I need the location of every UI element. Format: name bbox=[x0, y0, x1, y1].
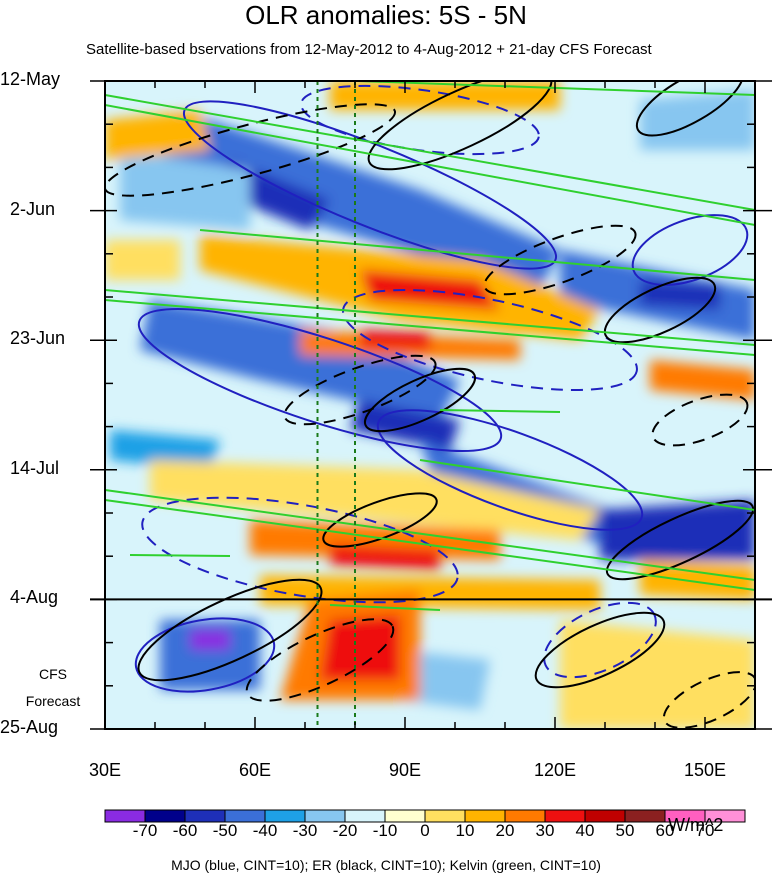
colorbar: -70 -60 -50 -40 -30 -20 -10 0 10 20 30 40 50 60 70 bbox=[105, 810, 745, 840]
colorbar-level-label: 0 bbox=[420, 821, 429, 840]
pos-band bbox=[105, 240, 180, 280]
y-tick-label: 23-Jun bbox=[10, 328, 65, 349]
colorbar-level-label: 40 bbox=[576, 821, 595, 840]
colorbar-level-label: -40 bbox=[253, 821, 278, 840]
neg-band bbox=[190, 630, 230, 650]
y-tick-label: 25-Aug bbox=[0, 717, 58, 738]
forecast-label: Forecast bbox=[18, 693, 88, 709]
colorbar-level-label: -10 bbox=[373, 821, 398, 840]
cfs-label: CFS bbox=[18, 666, 88, 682]
olr-field bbox=[99, 51, 764, 739]
colorbar-level-label: -70 bbox=[133, 821, 158, 840]
colorbar-level-label: -60 bbox=[173, 821, 198, 840]
colorbar-level-label: 50 bbox=[616, 821, 635, 840]
colorbar-level-label: -30 bbox=[293, 821, 318, 840]
colorbar-level-label: -50 bbox=[213, 821, 238, 840]
neg-band bbox=[600, 500, 755, 560]
colorbar-level-label: 10 bbox=[456, 821, 475, 840]
y-tick-label: 14-Jul bbox=[10, 458, 59, 479]
y-tick-label: 4-Aug bbox=[10, 587, 58, 608]
kelvin-contour bbox=[130, 555, 230, 556]
pos-band bbox=[320, 615, 400, 680]
x-tick-label: 150E bbox=[684, 760, 726, 781]
overlay-legend-note: MJO (blue, CINT=10); ER (black, CINT=10)… bbox=[0, 857, 772, 873]
x-tick-label: 60E bbox=[239, 760, 271, 781]
x-tick-label: 30E bbox=[89, 760, 121, 781]
colorbar-level-label: 30 bbox=[536, 821, 555, 840]
colorbar-level-label: 20 bbox=[496, 821, 515, 840]
olr-hovmoller-chart: -70 -60 -50 -40 -30 -20 -10 0 10 20 30 40 50 60 70 bbox=[0, 0, 772, 878]
y-tick-label: 12-May bbox=[0, 69, 60, 90]
x-tick-label: 120E bbox=[534, 760, 576, 781]
x-tick-label: 90E bbox=[389, 760, 421, 781]
y-tick-label: 2-Jun bbox=[10, 199, 55, 220]
colorbar-unit: W/m^2 bbox=[668, 815, 723, 836]
colorbar-level-label: -20 bbox=[333, 821, 358, 840]
